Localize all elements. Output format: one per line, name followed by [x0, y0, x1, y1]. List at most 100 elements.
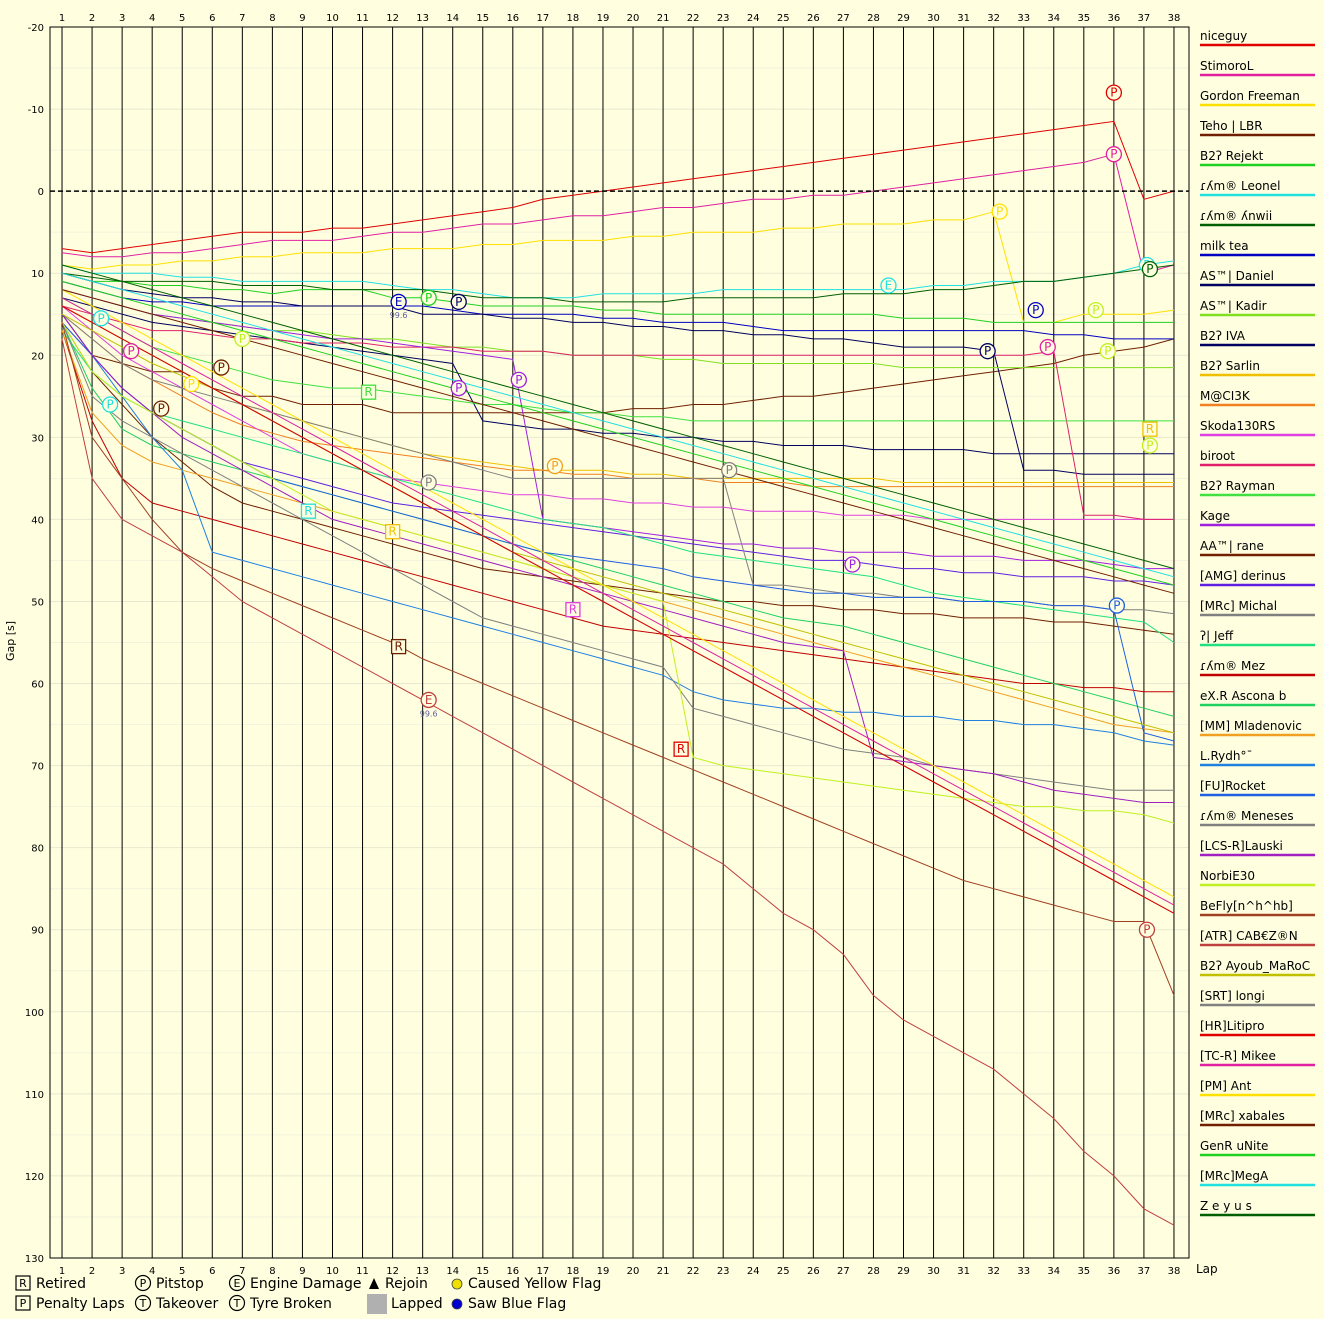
x-tick-bottom: 1	[59, 1266, 65, 1277]
x-tick-top: 28	[867, 13, 880, 24]
x-tick-bottom: 29	[897, 1266, 910, 1277]
legend-symbol-frame-7	[228, 1294, 246, 1312]
series-line-21	[61, 330, 1174, 693]
marker-circle-0	[1105, 84, 1123, 101]
legend-label-7: milk tea	[1200, 239, 1249, 253]
legend-label-38: [MRc]MegA	[1200, 1169, 1269, 1183]
series-line-16	[61, 289, 1174, 570]
y-tick: 50	[31, 597, 44, 608]
marker-circle-36	[1138, 921, 1156, 938]
marker-circle-17	[510, 371, 527, 389]
x-tick-top: 37	[1138, 13, 1151, 24]
x-tick-bottom: 28	[867, 1266, 880, 1277]
x-tick-top: 19	[597, 13, 610, 24]
legend-label-26: ɾʎm® Meneses	[1200, 809, 1294, 823]
series-line-13	[61, 305, 1174, 520]
annotation-0: 99.6	[390, 311, 408, 320]
y-tick: 90	[31, 926, 44, 937]
marker-circle-23	[844, 556, 861, 573]
x-tick-bottom: 7	[239, 1266, 245, 1277]
event-legend: R Retired P Pitstop E Engine Damage Rejoin Caus…	[15, 1274, 601, 1314]
legend-label-30: [ATR] CAB€Z®N	[1200, 929, 1298, 943]
series-line-37	[61, 280, 1175, 586]
x-tick-top: 32	[987, 13, 1000, 24]
x-tick-bottom: 26	[807, 1266, 820, 1277]
marker-circle-30	[1087, 301, 1104, 319]
marker-circle-1	[1105, 146, 1123, 163]
y-tick: 120	[25, 1172, 44, 1183]
series-line-0	[61, 120, 1175, 254]
x-tick-top: 14	[446, 13, 459, 24]
y-tick: -20	[28, 23, 44, 34]
x-tick-bottom: 9	[299, 1266, 305, 1277]
marker-label-6: P	[425, 291, 432, 305]
series-line-7	[61, 280, 1174, 340]
legend-symbol-frame-5	[15, 1295, 31, 1311]
marker-label-30: P	[1092, 303, 1099, 317]
marker-label-35: P	[1146, 439, 1153, 453]
legend-text-5: Penalty Laps	[36, 1296, 125, 1312]
y-tick: 70	[31, 762, 44, 773]
x-tick-bottom: 8	[269, 1266, 275, 1277]
legend-text-2: Engine Damage	[250, 1276, 362, 1292]
x-tick-bottom: 22	[687, 1266, 700, 1277]
marker-label-26: R	[394, 640, 402, 654]
y-tick: 60	[31, 680, 44, 691]
legend-label-20: ʔ| Jeff	[1200, 629, 1234, 643]
marker-circle-29	[1027, 301, 1044, 319]
series-line-29	[61, 322, 1175, 996]
marker-label-23: P	[849, 558, 856, 572]
marker-label-1: P	[1110, 147, 1117, 161]
legend-label-16: Kage	[1200, 509, 1230, 523]
x-tick-top: 27	[837, 13, 850, 24]
x-tick-top: 16	[506, 13, 519, 24]
legend-label-36: [MRc] xabales	[1200, 1109, 1285, 1123]
x-tick-bottom: 24	[747, 1266, 760, 1277]
x-tick-bottom: 2	[89, 1266, 95, 1277]
x-tick-top: 26	[807, 13, 820, 24]
marker-label-8: P	[97, 311, 104, 325]
legend-label-39: Z e y u s	[1200, 1199, 1252, 1213]
x-tick-bottom: 31	[957, 1266, 970, 1277]
x-tick-bottom: 34	[1047, 1266, 1060, 1277]
marker-label-11: P	[188, 377, 195, 391]
marker-circle-5	[390, 293, 407, 311]
x-tick-top: 1	[59, 13, 65, 24]
legend-symbol-4	[451, 1278, 463, 1290]
x-tick-top: 10	[326, 13, 339, 24]
x-axis-title: Lap	[1196, 1262, 1218, 1276]
x-tick-top: 22	[687, 13, 700, 24]
event-markers: PPPPPEPPPPPPPPPRPPPPPRRPRPRERPPPPPRPPE99…	[92, 84, 1159, 938]
legend-symbol-frame-0	[15, 1275, 31, 1291]
series-line-12	[61, 313, 1174, 488]
y-tick: 80	[31, 844, 44, 855]
x-tick-bottom: 32	[987, 1266, 1000, 1277]
y-tick: 110	[25, 1090, 44, 1101]
marker-box-34	[1142, 421, 1158, 437]
legend-symbol-0: R	[19, 1277, 27, 1290]
marker-label-16: P	[455, 381, 462, 395]
legend-label-37: GenR uNite	[1200, 1139, 1268, 1153]
legend-text-0: Retired	[36, 1276, 86, 1292]
legend-label-13: Skoda130RS	[1200, 419, 1275, 433]
marker-label-2: P	[996, 205, 1003, 219]
x-tick-top: 9	[299, 13, 305, 24]
marker-box-22	[384, 524, 401, 540]
marker-circle-2	[991, 203, 1008, 220]
legend-label-31: B2ʔ Ayoub_MaRoC	[1200, 959, 1310, 973]
grid	[49, 26, 1190, 1259]
x-tick-top: 33	[1017, 13, 1030, 24]
marker-circle-33	[1099, 343, 1117, 360]
legend-label-4: B2ʔ Rejekt	[1200, 149, 1264, 163]
series-line-28	[61, 322, 1175, 824]
series-line-3	[61, 313, 1175, 414]
x-tick-bottom: 6	[209, 1266, 215, 1277]
y-tick: 0	[38, 187, 44, 198]
legend-text-4: Caused Yellow Flag	[468, 1276, 601, 1292]
marker-circle-27	[420, 691, 437, 709]
x-tick-bottom: 10	[326, 1266, 339, 1277]
legend-symbol-9	[451, 1298, 463, 1310]
x-tick-labels: 1122334455667788991010111112121313141415…	[59, 13, 1181, 1277]
legend-label-2: Gordon Freeman	[1200, 89, 1300, 103]
marker-label-12: P	[239, 332, 246, 346]
